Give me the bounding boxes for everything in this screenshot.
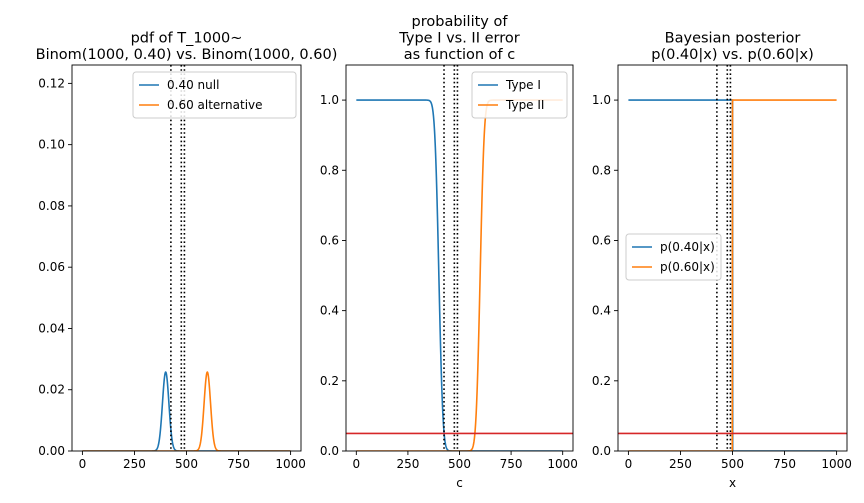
y-tick-label: 1.0 xyxy=(592,93,611,107)
legend-entry: 0.40 null xyxy=(167,78,219,92)
legend-entry: p(0.60|x) xyxy=(660,260,715,274)
y-tick-label: 0.0 xyxy=(592,444,611,458)
y-tick-label: 0.6 xyxy=(592,233,611,247)
y-tick-label: 0.2 xyxy=(320,374,339,388)
legend-entry: p(0.40|x) xyxy=(660,240,715,254)
x-tick-label: 1000 xyxy=(821,457,852,471)
legend-box xyxy=(471,71,568,119)
y-tick-label: 0.0 xyxy=(320,444,339,458)
series-line-1 xyxy=(82,371,291,451)
y-tick-label: 0.8 xyxy=(320,163,339,177)
y-tick-label: 0.8 xyxy=(592,163,611,177)
x-tick-label: 1000 xyxy=(547,457,578,471)
x-axis-label: c xyxy=(456,476,463,490)
x-tick-label: 750 xyxy=(227,457,250,471)
x-tick-label: 250 xyxy=(123,457,146,471)
chart-title-line: p(0.40|x) vs. p(0.60|x) xyxy=(651,47,814,63)
legend-entry: Type II xyxy=(505,98,544,112)
subplot-3: 0 250 500 750 1000 0.0 0.2 0.4 0.6 0.8 1.0 Bayesian… xyxy=(592,31,852,491)
chart-title-line: pdf of T_1000~ xyxy=(131,31,243,47)
x-tick-label: 0 xyxy=(79,457,87,471)
y-tick-label: 0.08 xyxy=(38,199,65,213)
y-tick-label: 0.02 xyxy=(38,383,65,397)
x-tick-label: 0 xyxy=(352,457,360,471)
legend-box xyxy=(625,233,722,281)
x-tick-label: 500 xyxy=(721,457,744,471)
chart-title-line: Bayesian posterior xyxy=(665,31,801,47)
y-tick-label: 0.10 xyxy=(38,138,65,152)
x-tick-label: 250 xyxy=(396,457,419,471)
y-tick-label: 0.12 xyxy=(38,76,65,90)
series-line-2 xyxy=(628,99,837,451)
y-tick-label: 0.6 xyxy=(320,233,339,247)
x-tick-label: 1000 xyxy=(275,457,306,471)
x-tick-label: 250 xyxy=(669,457,692,471)
legend: Type I Type II xyxy=(471,71,568,119)
y-tick-label: 0.06 xyxy=(38,260,65,274)
series-line-2 xyxy=(356,99,563,451)
legend-entry: Type I xyxy=(505,78,541,92)
x-tick-label: 500 xyxy=(448,457,471,471)
x-tick-label: 750 xyxy=(500,457,523,471)
y-tick-label: 0.2 xyxy=(592,374,611,388)
x-tick-label: 0 xyxy=(625,457,633,471)
chart-title-line: Type I vs. II error xyxy=(398,31,519,47)
legend-box xyxy=(132,71,297,119)
y-tick-label: 0.4 xyxy=(320,304,339,318)
legend-entry: 0.60 alternative xyxy=(167,98,263,112)
axes-frame xyxy=(345,64,574,452)
y-tick-label: 1.0 xyxy=(320,93,339,107)
y-tick-label: 0.00 xyxy=(38,444,65,458)
plot-area xyxy=(618,65,847,451)
x-tick-label: 750 xyxy=(773,457,796,471)
axes-frame xyxy=(71,64,302,452)
chart-title-line: as function of c xyxy=(404,47,515,63)
x-axis-label: x xyxy=(729,476,736,490)
series-line-2 xyxy=(82,371,291,451)
subplot-1: 0 250 500 750 1000 0.00 0.02 0.04 0.06 0.08 0.10 0.… xyxy=(36,31,338,472)
subplot-2: 0 250 500 750 1000 0.0 0.2 0.4 0.6 0.8 1.0 probabil… xyxy=(320,14,578,490)
plot-area xyxy=(82,65,291,451)
series-line-1 xyxy=(356,99,563,451)
chart-title-line: probability of xyxy=(412,14,509,30)
plot-area xyxy=(346,65,573,451)
legend: 0.40 null 0.60 alternative xyxy=(132,71,297,119)
chart-title-line: Binom(1000, 0.40) vs. Binom(1000, 0.60) xyxy=(36,47,338,63)
y-tick-label: 0.4 xyxy=(592,304,611,318)
y-tick-label: 0.04 xyxy=(38,321,65,335)
legend: p(0.40|x) p(0.60|x) xyxy=(625,233,722,281)
x-tick-label: 500 xyxy=(175,457,198,471)
